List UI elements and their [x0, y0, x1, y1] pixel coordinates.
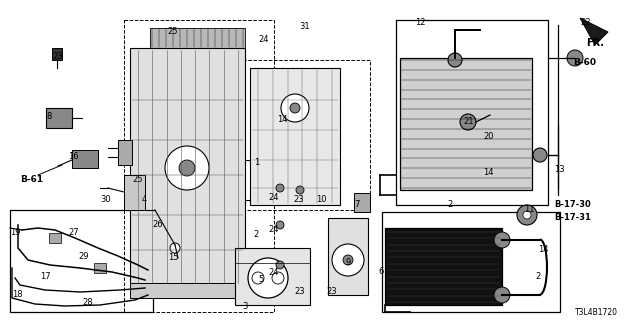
Bar: [382, 212, 560, 312]
Bar: [118, 140, 132, 165]
Circle shape: [494, 232, 510, 248]
Circle shape: [460, 114, 476, 130]
Text: 24: 24: [268, 268, 278, 277]
Bar: [396, 20, 548, 205]
Bar: [385, 228, 502, 305]
Text: 31: 31: [299, 22, 310, 31]
Polygon shape: [580, 18, 608, 45]
Circle shape: [517, 205, 537, 225]
Circle shape: [281, 94, 309, 122]
Circle shape: [276, 221, 284, 229]
Text: 14: 14: [483, 168, 493, 177]
Text: 2: 2: [447, 200, 452, 209]
Circle shape: [272, 272, 284, 284]
Circle shape: [290, 103, 300, 113]
Bar: [49, 233, 61, 243]
Text: 21: 21: [463, 117, 474, 126]
Bar: [400, 58, 532, 190]
Bar: [130, 283, 245, 298]
Circle shape: [179, 160, 195, 176]
Bar: [235, 248, 310, 305]
Circle shape: [533, 148, 547, 162]
Text: 29: 29: [78, 252, 88, 261]
Text: 18: 18: [12, 290, 22, 299]
Text: 10: 10: [316, 195, 326, 204]
Circle shape: [170, 243, 180, 253]
Text: B-17-30: B-17-30: [554, 200, 591, 209]
Text: 1: 1: [254, 158, 259, 167]
Circle shape: [165, 146, 209, 190]
Circle shape: [332, 244, 364, 276]
Text: 11: 11: [524, 205, 534, 214]
Text: 24: 24: [258, 35, 269, 44]
Text: 23: 23: [326, 287, 337, 296]
Bar: [52, 48, 62, 60]
Circle shape: [252, 272, 264, 284]
Text: FR.: FR.: [586, 38, 604, 48]
Bar: [400, 58, 532, 190]
Circle shape: [276, 261, 284, 269]
Bar: [250, 68, 340, 205]
Text: 22: 22: [580, 18, 591, 27]
Bar: [150, 28, 245, 48]
Text: 4: 4: [142, 195, 147, 204]
Bar: [130, 48, 245, 285]
Text: 24: 24: [268, 193, 278, 202]
Text: 15: 15: [168, 253, 179, 262]
Text: B-17-31: B-17-31: [554, 213, 591, 222]
Text: 3: 3: [242, 302, 248, 311]
Circle shape: [567, 50, 583, 66]
Text: 19: 19: [10, 228, 20, 237]
Bar: [72, 150, 98, 168]
Text: 14: 14: [538, 245, 548, 254]
Bar: [10, 210, 153, 312]
Text: 28: 28: [82, 298, 93, 307]
Circle shape: [448, 53, 462, 67]
Bar: [328, 218, 368, 295]
Text: 13: 13: [554, 165, 564, 174]
Bar: [124, 175, 145, 210]
Text: 23: 23: [294, 287, 305, 296]
Bar: [46, 108, 72, 128]
Text: 17: 17: [40, 272, 51, 281]
Text: 16: 16: [68, 152, 79, 161]
Text: B-61: B-61: [20, 175, 43, 184]
Text: 20: 20: [483, 132, 493, 141]
Text: 25: 25: [167, 27, 177, 36]
Text: B-60: B-60: [573, 58, 596, 67]
Text: 6: 6: [378, 267, 383, 276]
Text: 25: 25: [132, 175, 143, 184]
Text: 23: 23: [293, 195, 303, 204]
Text: 12: 12: [415, 18, 426, 27]
Text: 14: 14: [277, 115, 287, 124]
Text: 24: 24: [268, 225, 278, 234]
Bar: [94, 263, 106, 273]
Text: 7: 7: [354, 200, 360, 209]
Text: 5: 5: [258, 275, 263, 284]
Circle shape: [276, 184, 284, 192]
Circle shape: [296, 186, 304, 194]
Text: 30: 30: [100, 195, 111, 204]
Text: 27: 27: [68, 228, 79, 237]
Text: 23: 23: [52, 52, 63, 61]
Bar: [124, 20, 274, 312]
Text: 2: 2: [535, 272, 540, 281]
Text: 9: 9: [346, 258, 351, 267]
Bar: [354, 193, 370, 212]
Circle shape: [343, 255, 353, 265]
Bar: [222, 60, 370, 210]
Circle shape: [523, 211, 531, 219]
Circle shape: [494, 287, 510, 303]
Circle shape: [248, 258, 288, 298]
Text: 8: 8: [46, 112, 51, 121]
Text: T3L4B1720: T3L4B1720: [575, 308, 618, 317]
Text: 2: 2: [253, 230, 259, 239]
Text: 26: 26: [152, 220, 163, 229]
